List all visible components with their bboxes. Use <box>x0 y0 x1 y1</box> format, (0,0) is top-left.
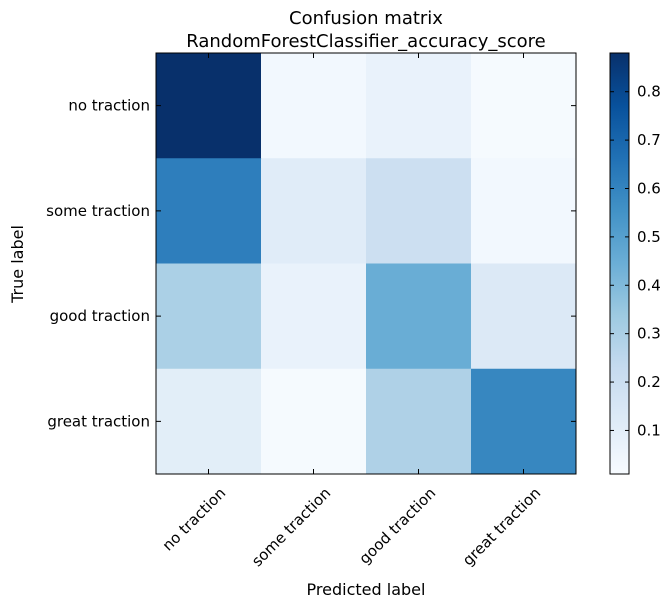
colorbar-tick-label: 0.1 <box>637 421 661 439</box>
heatmap-cell-r2-c3 <box>471 263 577 370</box>
heatmap-cells <box>156 53 577 475</box>
y-tick-label: some traction <box>46 202 150 220</box>
heatmap-cell-r1-c3 <box>471 158 577 264</box>
y-tick-label: great traction <box>47 412 150 430</box>
y-tick-labels: no traction some traction good traction gre… <box>46 97 150 431</box>
colorbar <box>609 52 630 475</box>
colorbar-tick-label: 0.4 <box>637 276 661 294</box>
x-axis-label: Predicted label <box>307 580 426 599</box>
colorbar-ticks: 0.1 0.2 0.3 0.4 0.5 0.6 0.7 0.8 <box>610 83 661 439</box>
y-tick-label: good traction <box>50 307 150 325</box>
chart-title: Confusion matrix <box>289 8 443 29</box>
colorbar-tick-label: 0.6 <box>637 179 661 197</box>
y-tick-label: no traction <box>68 97 150 115</box>
heatmap-cell-r1-c1 <box>261 158 367 264</box>
colorbar-tick-label: 0.2 <box>637 373 661 391</box>
x-tick-label: great traction <box>459 484 544 569</box>
plot-frame <box>155 52 577 475</box>
heatmap-cell-r3-c3 <box>471 368 577 475</box>
x-tick-labels: no traction some traction good traction gre… <box>159 484 544 570</box>
x-tick-label: no traction <box>159 484 229 554</box>
heatmap-cell-r3-c0 <box>156 368 262 475</box>
heatmap-cell-r0-c0 <box>156 53 262 159</box>
heatmap-cell-r3-c2 <box>366 368 472 475</box>
x-tick-label: good traction <box>356 484 440 568</box>
heatmap-cell-r1-c0 <box>156 158 262 264</box>
heatmap-cell-r0-c2 <box>366 53 472 159</box>
colorbar-tick-label: 0.8 <box>637 83 661 101</box>
chart-subtitle: RandomForestClassifier_accuracy_score <box>186 31 546 52</box>
colorbar-tick-label: 0.3 <box>637 325 661 343</box>
x-tick-label: some traction <box>248 484 334 570</box>
heatmap-cell-r0-c3 <box>471 53 577 159</box>
y-axis-label: True label <box>8 225 27 304</box>
colorbar-tick-label: 0.7 <box>637 131 661 149</box>
heatmap-cell-r2-c2 <box>366 263 472 370</box>
heatmap-cell-r2-c0 <box>156 263 262 370</box>
heatmap-cell-r1-c2 <box>366 158 472 264</box>
heatmap-cell-r2-c1 <box>261 263 367 370</box>
heatmap-cell-r0-c1 <box>261 53 367 159</box>
axis-ticks <box>156 53 576 474</box>
colorbar-tick-label: 0.5 <box>637 228 661 246</box>
heatmap-cell-r3-c1 <box>261 368 367 475</box>
